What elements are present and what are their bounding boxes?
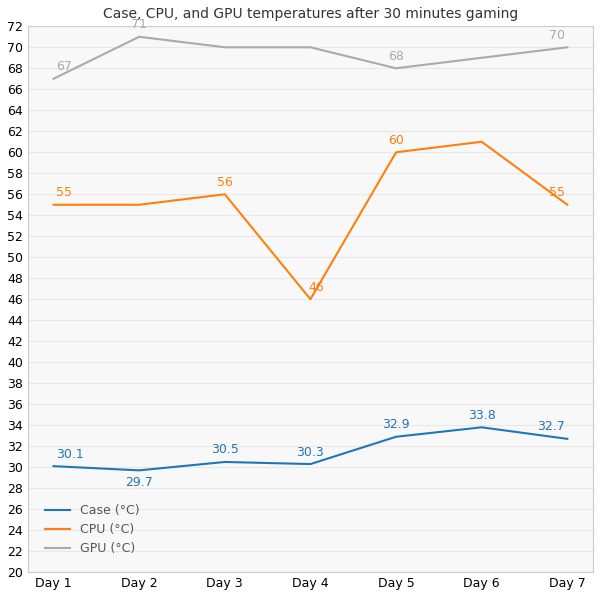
CPU (°C) xyxy=(564,201,571,208)
Line: GPU (°C): GPU (°C) xyxy=(53,37,568,79)
Case (°C) xyxy=(478,424,485,431)
Text: 29.7: 29.7 xyxy=(125,476,153,489)
Case (°C) xyxy=(50,463,57,470)
GPU (°C) xyxy=(478,54,485,61)
Text: 46: 46 xyxy=(308,281,324,294)
GPU (°C) xyxy=(50,75,57,82)
CPU (°C) xyxy=(307,296,314,303)
Text: 56: 56 xyxy=(217,176,233,189)
Legend: Case (°C), CPU (°C), GPU (°C): Case (°C), CPU (°C), GPU (°C) xyxy=(40,499,145,561)
GPU (°C) xyxy=(307,44,314,51)
Case (°C) xyxy=(392,433,400,441)
Title: Case, CPU, and GPU temperatures after 30 minutes gaming: Case, CPU, and GPU temperatures after 30… xyxy=(103,7,518,21)
Text: 30.3: 30.3 xyxy=(296,445,325,458)
Case (°C) xyxy=(307,460,314,467)
CPU (°C) xyxy=(50,201,57,208)
Line: Case (°C): Case (°C) xyxy=(53,427,568,470)
Text: 33.8: 33.8 xyxy=(468,409,496,421)
GPU (°C) xyxy=(392,64,400,72)
GPU (°C) xyxy=(136,33,143,41)
GPU (°C) xyxy=(221,44,229,51)
Text: 30.1: 30.1 xyxy=(56,448,84,461)
CPU (°C) xyxy=(478,138,485,145)
Text: 32.7: 32.7 xyxy=(537,420,565,433)
Case (°C) xyxy=(564,435,571,442)
GPU (°C) xyxy=(564,44,571,51)
Case (°C) xyxy=(221,458,229,466)
Text: 71: 71 xyxy=(131,19,147,31)
Text: 55: 55 xyxy=(548,186,565,199)
CPU (°C) xyxy=(136,201,143,208)
Line: CPU (°C): CPU (°C) xyxy=(53,141,568,299)
Text: 60: 60 xyxy=(388,134,404,147)
Case (°C) xyxy=(136,467,143,474)
Text: 30.5: 30.5 xyxy=(211,444,239,456)
CPU (°C) xyxy=(221,190,229,198)
CPU (°C) xyxy=(392,149,400,156)
Text: 68: 68 xyxy=(388,50,404,63)
Text: 55: 55 xyxy=(56,186,72,199)
Text: 70: 70 xyxy=(548,29,565,42)
Text: 32.9: 32.9 xyxy=(382,418,410,431)
Text: 67: 67 xyxy=(56,60,72,73)
